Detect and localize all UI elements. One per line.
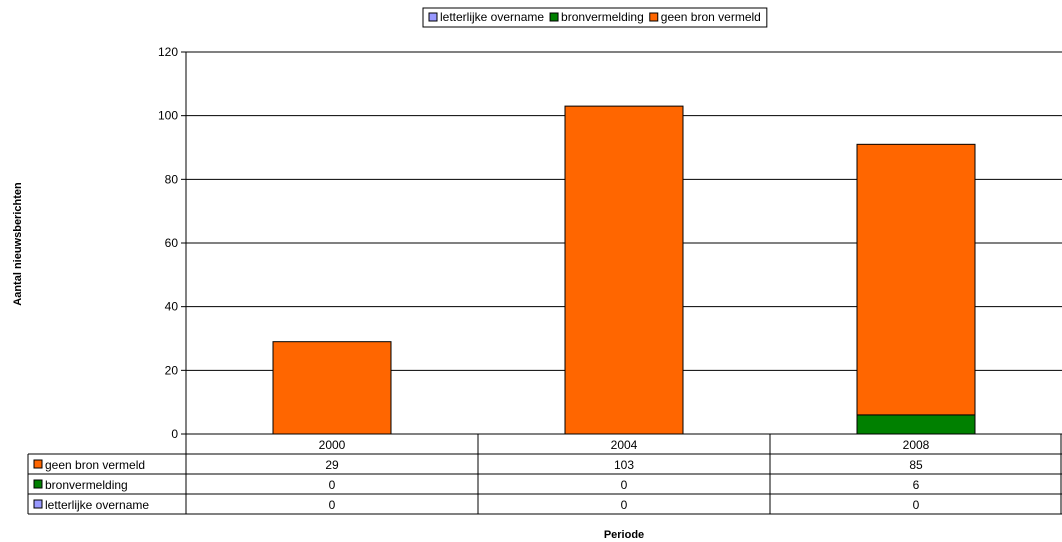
table-cell: 0 [329,498,336,512]
legend-swatch-letterlijke-overname [428,12,438,22]
x-tick-label: 2000 [319,438,346,452]
x-axis-title: Periode [604,529,644,541]
y-tick-label: 80 [165,172,179,186]
y-tick-label: 20 [165,363,179,377]
y-tick-label: 0 [171,427,178,441]
legend-box [422,7,768,28]
table-swatch-bronvermelding [33,479,43,489]
table-cell: 0 [621,478,628,492]
table-swatch-letterlijke-overname [33,499,43,509]
x-tick-label: 2008 [903,438,930,452]
y-tick-label: 40 [165,300,179,314]
legend-swatch-geen-bron-vermeld [649,12,659,22]
legend-label-bronvermelding: bronvermelding [561,10,644,24]
bars [272,105,976,435]
bar-bronvermelding-2008 [856,414,976,435]
table-cell: 29 [325,458,339,472]
x-tick-label: 2004 [611,438,638,452]
table-cell: 6 [913,478,920,492]
data-table: 2000 2004 2008 geen bron vermeld 29 103 85 bron… [27,433,1062,515]
y-tick-label: 120 [158,45,178,59]
table-row-label: geen bron vermeld [45,458,145,472]
bar-geen-bron-vermeld-2000 [272,341,392,435]
table-cell: 85 [909,458,923,472]
table-cell: 103 [614,458,634,472]
table-cell: 0 [329,478,336,492]
bar-geen-bron-vermeld-2004 [564,105,684,435]
y-tick-label: 60 [165,236,179,250]
axes: 0 20 40 60 80 100 120 [158,45,187,441]
y-axis-title: Aantal nieuwsberichten [12,182,24,306]
legend-label-geen-bron-vermeld: geen bron vermeld [661,10,761,24]
bar-geen-bron-vermeld-2008 [856,143,976,416]
legend-label-letterlijke-overname: letterlijke overname [440,10,544,24]
legend-swatch-bronvermelding [549,12,559,22]
legend: letterlijke overname bronvermelding geen b… [422,7,768,28]
y-tick-label: 100 [158,109,178,123]
table-cell: 0 [621,498,628,512]
table-swatch-geen-bron-vermeld [33,459,43,469]
table-cell: 0 [913,498,920,512]
table-row-label: letterlijke overname [45,498,149,512]
table-row-label: bronvermelding [45,478,128,492]
